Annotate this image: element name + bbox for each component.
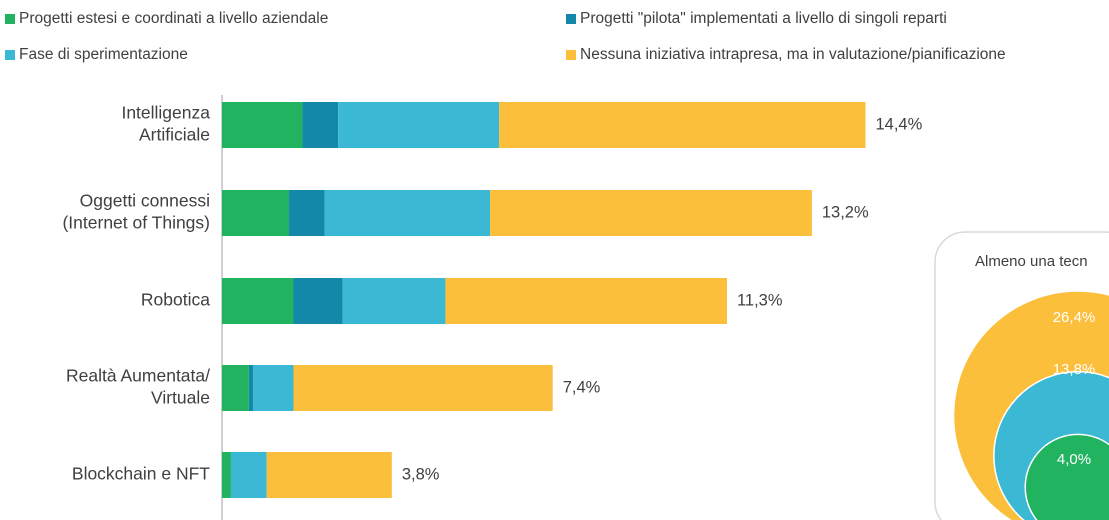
bar-segment [266, 452, 392, 498]
bar-segment [302, 102, 339, 148]
category-label: Blockchain e NFT [72, 464, 210, 484]
total-label: 11,3% [737, 291, 783, 309]
category-label: Intelligenza [121, 103, 210, 123]
category-label: Oggetti connessi [80, 191, 210, 211]
bar-segment [293, 278, 343, 324]
inset-title: Almeno una tecn [975, 253, 1088, 270]
bar-segment [445, 278, 727, 324]
bar-segment [222, 102, 303, 148]
category-label: Artificiale [139, 125, 210, 145]
category-label: Robotica [141, 290, 210, 310]
circle-label: 26,4% [1053, 309, 1096, 326]
bar-segment [222, 452, 231, 498]
legend-label: Progetti estesi e coordinati a livello a… [19, 10, 328, 27]
legend-label: Fase di sperimentazione [19, 46, 188, 63]
circle-label: 4,0% [1057, 451, 1091, 468]
bar-segment [289, 190, 325, 236]
bar-segment [222, 278, 294, 324]
legend-label: Nessuna iniziativa intrapresa, ma in val… [580, 46, 1006, 63]
category-label: Virtuale [151, 388, 210, 408]
legend-swatch [5, 14, 15, 24]
bar-segment [248, 365, 254, 411]
bar-segment [342, 278, 446, 324]
bar-segment [222, 365, 249, 411]
category-label: (Internet of Things) [62, 213, 210, 233]
legend-swatch [566, 50, 576, 60]
legend-label: Progetti "pilota" implementati a livello… [580, 10, 947, 27]
total-label: 13,2% [822, 203, 869, 221]
legend-swatch [5, 50, 15, 60]
bar-segment [253, 365, 294, 411]
circle-label: 13,8% [1053, 361, 1096, 378]
total-label: 7,4% [563, 378, 601, 396]
bar-segment [499, 102, 866, 148]
circle [1024, 433, 1109, 520]
bar-segment [338, 102, 500, 148]
category-label: Realtà Aumentata/ [66, 366, 210, 386]
total-label: 14,4% [876, 115, 923, 133]
bar-segment [324, 190, 491, 236]
bar-segment [230, 452, 267, 498]
bar-segment [222, 190, 290, 236]
bar-segment [293, 365, 553, 411]
legend-swatch [566, 14, 576, 24]
bar-segment [490, 190, 812, 236]
total-label: 3,8% [402, 465, 440, 483]
